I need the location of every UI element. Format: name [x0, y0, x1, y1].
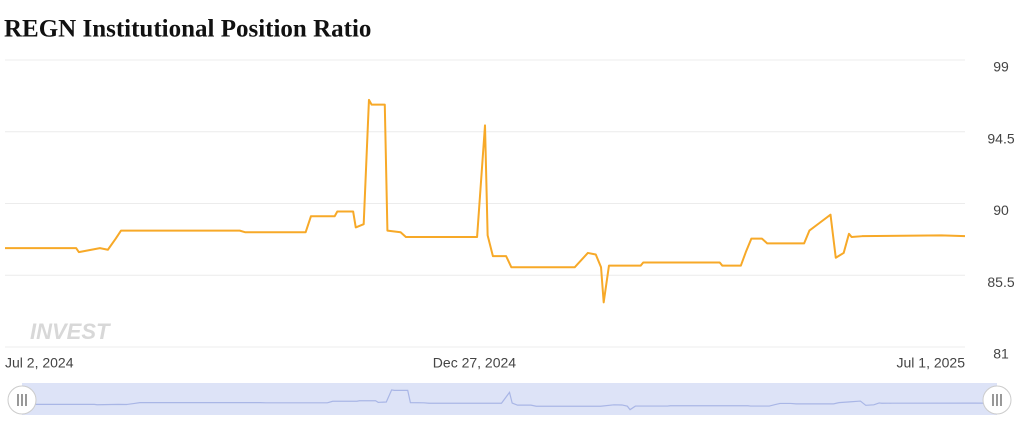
navigator-line — [22, 389, 998, 411]
navigator — [22, 383, 997, 415]
x-tick-label: Jul 2, 2024 — [5, 355, 74, 371]
chart-title: REGN Institutional Position Ratio — [4, 16, 371, 43]
y-tick-label: 90 — [993, 202, 1009, 218]
x-tick-label: Jul 1, 2025 — [897, 355, 966, 371]
line — [5, 98, 966, 304]
watermark: INVEST — [30, 319, 111, 344]
y-tick-label: 99 — [993, 59, 1009, 75]
y-tick-label: 85.5 — [987, 274, 1014, 290]
x-tick-label: Dec 27, 2024 — [433, 355, 516, 371]
y-tick-label: 81 — [993, 346, 1009, 362]
navigator-handle-right[interactable] — [982, 385, 1012, 415]
y-tick-label: 94.5 — [987, 130, 1014, 146]
navigator-handle-left[interactable] — [7, 385, 37, 415]
